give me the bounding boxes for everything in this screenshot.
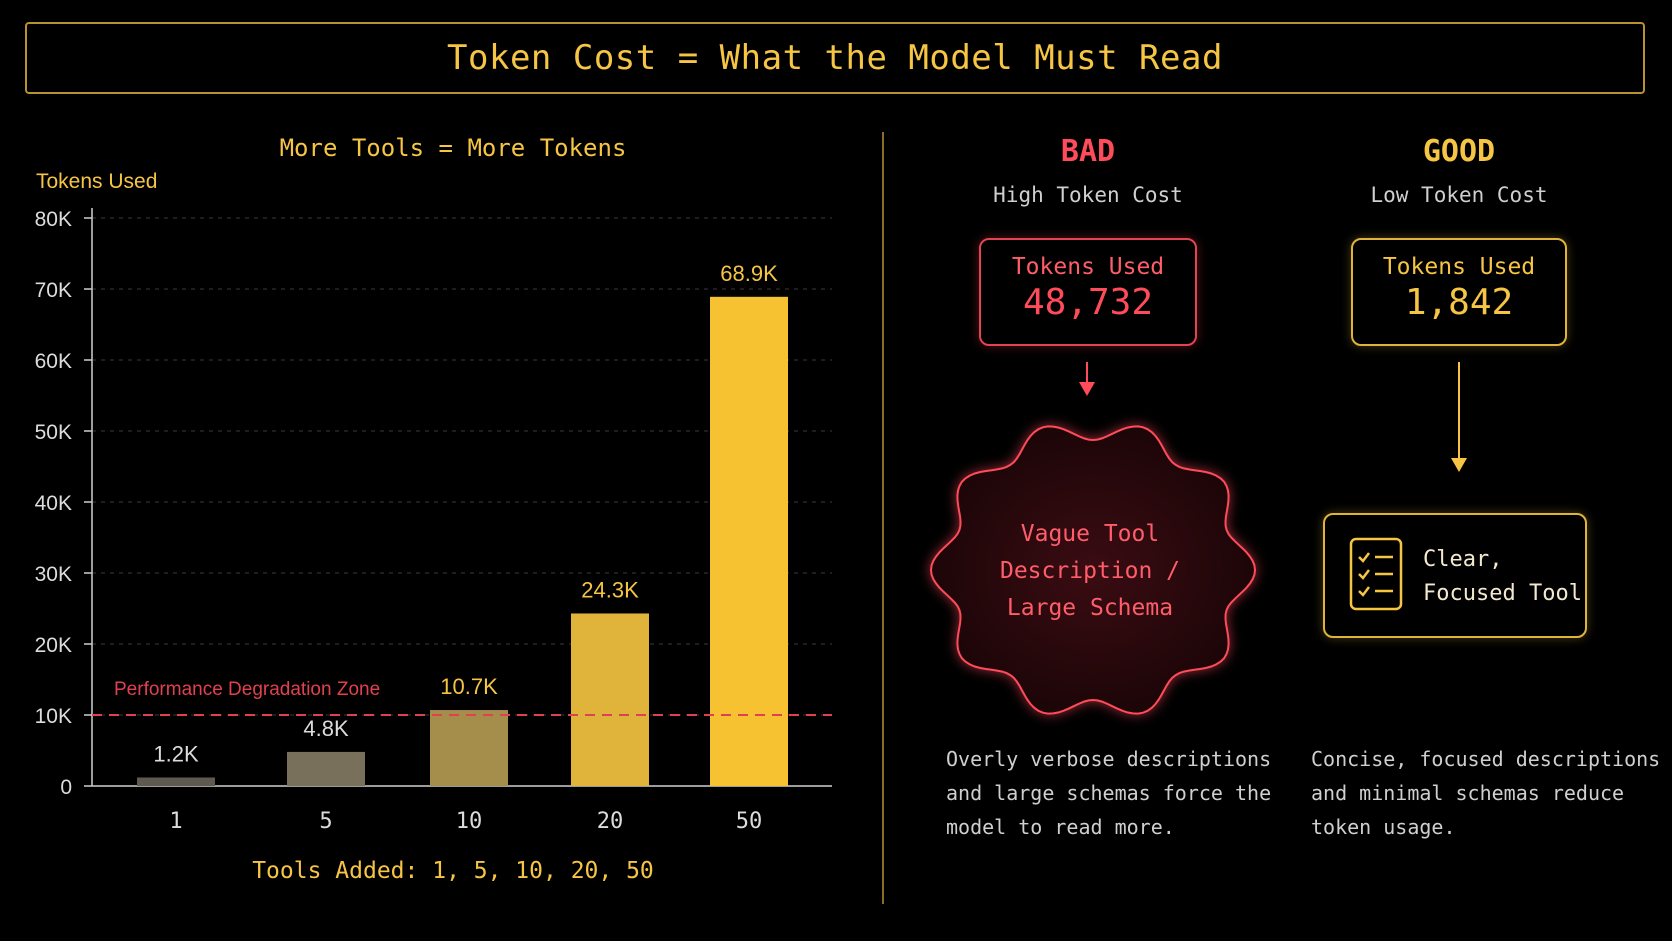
bar (430, 710, 508, 786)
good-tokens-value: 1,842 (1404, 282, 1514, 323)
x-tick-label: 10 (456, 809, 483, 834)
good-tool-line: Clear, (1423, 547, 1503, 572)
bar-value-label: 1.2K (153, 741, 199, 766)
chart-title: More Tools = More Tokens (280, 134, 627, 162)
y-tick-label: 0 (60, 776, 72, 799)
y-tick-label: 60K (35, 350, 72, 373)
bad-blob-line: Description / (999, 558, 1180, 584)
bad-arrow (1079, 362, 1095, 396)
bar (137, 777, 215, 786)
y-tick-label: 70K (35, 279, 72, 302)
checklist-icon (1349, 537, 1403, 611)
panel-divider (882, 132, 884, 904)
x-tick-label: 20 (597, 809, 624, 834)
good-description: Concise, focused descriptions and minima… (1311, 747, 1661, 839)
good-subheading: Low Token Cost (1370, 183, 1548, 207)
title-box: Token Cost = What the Model Must Read (25, 22, 1645, 94)
bad-tokens-box: Tokens Used 48,732 (979, 238, 1197, 346)
page-title: Token Cost = What the Model Must Read (447, 38, 1223, 78)
bar (287, 751, 365, 786)
bar (710, 296, 788, 786)
bar-value-label: 10.7K (440, 674, 498, 699)
good-column: GOOD Low Token Cost (1309, 134, 1609, 207)
bar-value-label: 4.8K (303, 716, 349, 741)
good-arrow (1451, 362, 1467, 472)
bar-value-label: 68.9K (720, 261, 778, 286)
good-heading: GOOD (1422, 134, 1496, 169)
x-tick-label: 50 (736, 809, 763, 834)
good-tool-line: Focused Tool (1423, 581, 1582, 606)
y-tick-label: 30K (35, 563, 72, 586)
good-tool-text: Clear, Focused Tool (1423, 543, 1582, 611)
bar-chart: More Tools = More Tokens Tokens Used Tools… (35, 134, 832, 884)
bad-blob-line: Vague Tool (1020, 521, 1160, 547)
y-tick-label: 50K (35, 421, 72, 444)
x-tick-label: 1 (169, 809, 182, 834)
bad-description: Overly verbose descriptions and large sc… (946, 747, 1272, 839)
y-tick-label: 40K (35, 492, 72, 515)
y-tick-label: 10K (35, 705, 72, 728)
bad-heading: BAD (1060, 134, 1116, 169)
y-axis-title: Tokens Used (36, 170, 157, 193)
bad-blob-text: Vague Tool Description / Large Schema (950, 516, 1230, 627)
good-tool-box: Clear, Focused Tool (1323, 513, 1587, 638)
y-tick-label: 80K (35, 208, 72, 231)
good-tokens-label: Tokens Used (1382, 254, 1536, 280)
bad-subheading: High Token Cost (993, 183, 1183, 207)
bar (571, 613, 649, 786)
x-axis-title: Tools Added: 1, 5, 10, 20, 50 (252, 858, 654, 884)
good-tokens-box: Tokens Used 1,842 (1351, 238, 1567, 346)
x-tick-label: 5 (319, 809, 332, 834)
bar-value-label: 24.3K (581, 577, 639, 602)
bad-tokens-value: 48,732 (1022, 282, 1154, 323)
bad-blob-line: Large Schema (1006, 595, 1174, 621)
threshold-label: Performance Degradation Zone (114, 679, 380, 700)
bad-tokens-label: Tokens Used (1011, 254, 1165, 280)
y-tick-label: 20K (35, 634, 72, 657)
bad-column: BAD High Token Cost (938, 134, 1238, 207)
